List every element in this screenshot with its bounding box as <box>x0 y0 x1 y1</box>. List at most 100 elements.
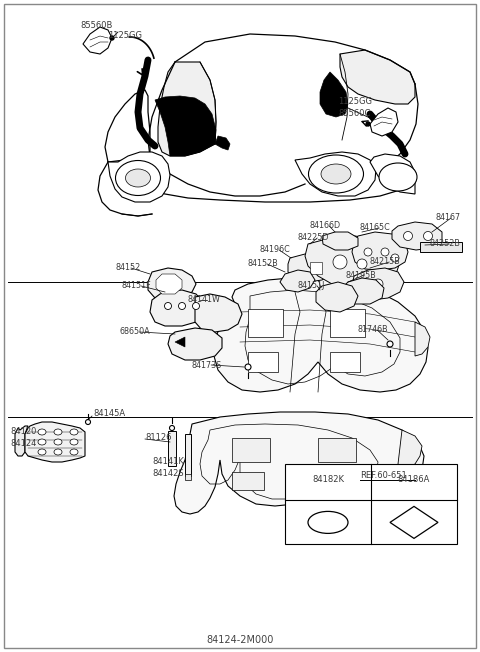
Text: 1125GG: 1125GG <box>108 31 142 40</box>
Text: 84215B: 84215B <box>370 258 401 267</box>
Polygon shape <box>288 254 332 282</box>
Ellipse shape <box>192 303 200 310</box>
Polygon shape <box>148 268 196 300</box>
Bar <box>185 434 191 476</box>
Text: 84120: 84120 <box>10 428 36 436</box>
Text: 84141W: 84141W <box>188 295 221 304</box>
Ellipse shape <box>125 169 151 187</box>
Ellipse shape <box>387 341 393 347</box>
Text: 84186A: 84186A <box>398 475 430 484</box>
Text: 84124: 84124 <box>10 439 36 449</box>
Polygon shape <box>174 412 424 514</box>
Ellipse shape <box>70 449 78 455</box>
Bar <box>285 464 457 544</box>
Text: 84173S: 84173S <box>192 361 222 370</box>
Ellipse shape <box>366 122 370 126</box>
Polygon shape <box>320 72 348 117</box>
Text: 85560B: 85560B <box>80 20 112 29</box>
Text: 84225D: 84225D <box>298 233 329 243</box>
Polygon shape <box>15 426 28 456</box>
Text: 84151J: 84151J <box>298 282 325 291</box>
Ellipse shape <box>381 248 389 256</box>
Ellipse shape <box>357 259 367 269</box>
Ellipse shape <box>38 439 46 445</box>
Polygon shape <box>352 268 404 300</box>
Text: 84167: 84167 <box>435 213 460 222</box>
Ellipse shape <box>70 439 78 445</box>
Ellipse shape <box>116 160 160 196</box>
Ellipse shape <box>391 254 399 262</box>
Text: 84152B: 84152B <box>248 259 279 269</box>
Bar <box>420 242 462 252</box>
Ellipse shape <box>54 439 62 445</box>
Text: 84124-2M000: 84124-2M000 <box>206 635 274 645</box>
Ellipse shape <box>423 231 432 241</box>
Ellipse shape <box>54 429 62 435</box>
Polygon shape <box>295 152 376 196</box>
Polygon shape <box>322 232 358 250</box>
Ellipse shape <box>70 429 78 435</box>
Ellipse shape <box>309 155 363 193</box>
Text: 84165C: 84165C <box>360 224 391 233</box>
Polygon shape <box>342 278 384 304</box>
Polygon shape <box>83 27 112 54</box>
Text: 85560C: 85560C <box>338 110 371 119</box>
Ellipse shape <box>321 164 351 184</box>
Ellipse shape <box>373 279 383 289</box>
Bar <box>330 352 360 372</box>
Polygon shape <box>175 337 185 347</box>
Polygon shape <box>214 278 428 392</box>
Polygon shape <box>150 290 205 326</box>
Polygon shape <box>25 422 85 462</box>
Text: 84196C: 84196C <box>260 246 291 254</box>
Polygon shape <box>280 270 315 292</box>
Polygon shape <box>340 50 415 104</box>
Polygon shape <box>155 96 216 156</box>
Bar <box>232 472 264 490</box>
Ellipse shape <box>54 449 62 455</box>
Text: 84152: 84152 <box>115 263 140 273</box>
Bar <box>318 472 350 490</box>
Ellipse shape <box>245 364 251 370</box>
Text: 68650A: 68650A <box>120 327 151 336</box>
Bar <box>248 352 278 372</box>
Text: 81746B: 81746B <box>358 325 389 334</box>
Ellipse shape <box>85 419 91 424</box>
Ellipse shape <box>165 303 171 310</box>
Polygon shape <box>156 274 182 294</box>
Ellipse shape <box>379 163 417 191</box>
Polygon shape <box>392 222 442 250</box>
Text: REF.60-651: REF.60-651 <box>360 471 407 481</box>
Polygon shape <box>370 108 398 136</box>
Polygon shape <box>305 236 400 287</box>
Polygon shape <box>316 282 358 312</box>
Text: 84166D: 84166D <box>310 222 341 231</box>
Polygon shape <box>195 294 242 332</box>
Ellipse shape <box>404 231 412 241</box>
Text: 84195B: 84195B <box>345 271 376 280</box>
Polygon shape <box>168 328 222 360</box>
Text: 84151F: 84151F <box>122 282 152 291</box>
Polygon shape <box>390 507 438 539</box>
Ellipse shape <box>179 303 185 310</box>
Polygon shape <box>398 430 422 468</box>
Bar <box>310 262 322 274</box>
Bar <box>330 309 365 337</box>
Ellipse shape <box>308 511 348 533</box>
Text: 1125GG: 1125GG <box>338 98 372 106</box>
Polygon shape <box>415 322 430 356</box>
Polygon shape <box>158 62 216 156</box>
Bar <box>318 438 356 462</box>
Polygon shape <box>108 152 170 202</box>
Text: 84142S: 84142S <box>152 469 184 479</box>
Polygon shape <box>370 154 415 194</box>
Text: 84141K: 84141K <box>152 458 184 466</box>
Bar <box>248 309 283 337</box>
Ellipse shape <box>364 248 372 256</box>
Ellipse shape <box>333 255 347 269</box>
Text: 84145A: 84145A <box>93 409 125 419</box>
Text: 84182K: 84182K <box>312 475 344 484</box>
Ellipse shape <box>38 429 46 435</box>
Bar <box>168 431 176 466</box>
Ellipse shape <box>110 36 114 40</box>
